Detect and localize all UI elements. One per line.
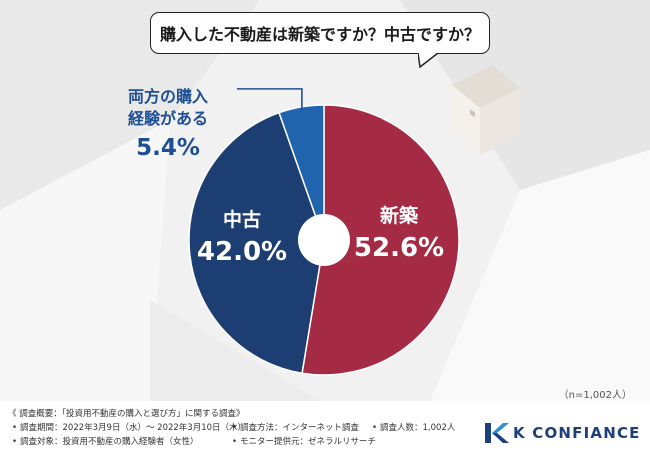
company-logo: K CONFIANCE [483,421,641,445]
slice-new-build [301,104,460,376]
question-bubble: 購入した不動産は新築ですか？中古ですか？ [150,12,490,54]
bullet: • [12,437,18,447]
survey-provider-text: モニター提供元：ゼネラルリサーチ [240,437,377,447]
callout-leader-line [236,88,303,111]
slice-value-new-build: 52.6% [354,233,444,263]
question-text: 購入した不動産は新築ですか？中古ですか？ [159,25,480,44]
survey-count: • 調査人数：1,002人 [372,421,455,433]
sample-size-note: （n=1,002人） [558,390,632,401]
slice-value-both: 5.4% [136,135,200,161]
slice-label-new-build: 新築 [380,204,419,227]
question-bubble-tail [418,53,439,69]
survey-period-text: 調査期間：2022年3月9日（水）～ 2022年3月10日（木） [20,423,247,433]
background-paper-shapes [400,0,650,190]
bullet: • [232,423,238,433]
callout-label-line-1: 両方の購入 [128,87,208,106]
k-logo-icon [485,423,509,443]
survey-target: • 調査対象：投資用不動産の購入経験者（女性） [12,435,199,447]
survey-method: • 調査方法：インターネット調査 [232,421,359,433]
slice-used [188,111,325,375]
callout-label-line-2: 経験がある [128,109,208,128]
survey-method-text: 調査方法：インターネット調査 [240,423,360,433]
survey-footer: 《 調査概要：「投資用不動産の購入と選び方」に関する調査》 • 調査期間：2022… [0,401,650,450]
slice-value-used: 42.0% [197,237,287,267]
bullet: • [372,423,378,433]
survey-period: • 調査期間：2022年3月9日（水）～ 2022年3月10日（木） [12,421,246,433]
survey-provider: • モニター提供元：ゼネラルリサーチ [232,435,376,447]
house-model-icon [452,65,520,155]
bullet: • [232,437,238,447]
survey-target-text: 調査対象：投資用不動産の購入経験者（女性） [20,437,199,447]
survey-count-text: 調査人数：1,002人 [380,423,456,433]
survey-overview: 《 調査概要：「投資用不動産の購入と選び方」に関する調査》 [8,409,245,419]
donut-center-hole [298,214,350,266]
slice-label-used: 中古 [223,208,261,231]
logo-text: K CONFIANCE [513,424,641,442]
bullet: • [12,423,18,433]
